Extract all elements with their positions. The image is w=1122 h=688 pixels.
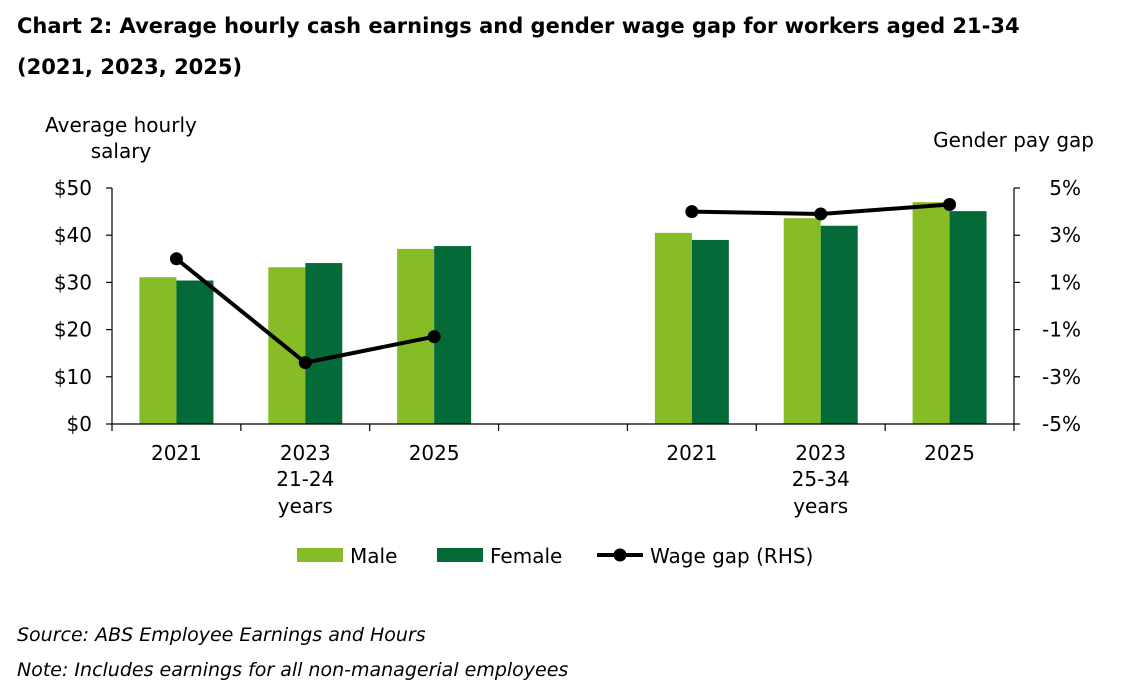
bar-female (176, 280, 214, 424)
legend-marker-wage-gap (613, 548, 627, 562)
legend-label-female: Female (490, 544, 562, 568)
group-label-line1: 21-24 (276, 467, 334, 491)
footnote: Note: Includes earnings for all non-mana… (17, 659, 569, 681)
y2-tick-label: 5% (1049, 176, 1081, 200)
legend-swatch-male (297, 548, 343, 562)
point-wage-gap (943, 198, 957, 212)
x-tick-label: 2023 (280, 441, 331, 465)
x-tick-label: 2023 (795, 441, 846, 465)
y-tick-label: $50 (54, 176, 92, 200)
y2-tick-label: -5% (1042, 412, 1081, 436)
y2-tick-label: 1% (1049, 270, 1081, 294)
legend: Male Female Wage gap (RHS) (297, 544, 813, 568)
legend-label-wage-gap: Wage gap (RHS) (650, 544, 813, 568)
group-label-line1: 25-34 (792, 467, 850, 491)
y2-tick-label: -1% (1042, 318, 1081, 342)
y2-tick-label: -3% (1042, 365, 1081, 389)
y-axis-title-line1: Average hourly (45, 113, 197, 137)
bar-female (949, 211, 987, 424)
legend-item-wage-gap: Wage gap (RHS) (597, 544, 813, 568)
bar-female (305, 263, 343, 424)
group-label-line2: years (793, 494, 848, 518)
y-axis-title-line2: salary (91, 139, 152, 163)
point-wage-gap (169, 252, 183, 266)
chart-title: Chart 2: Average hourly cash earnings an… (17, 14, 1020, 79)
point-wage-gap (814, 207, 828, 221)
y-tick-label: $20 (54, 318, 92, 342)
x-tick-label: 2021 (151, 441, 202, 465)
point-wage-gap (427, 330, 441, 344)
x-tick-label: 2025 (409, 441, 460, 465)
combo-chart: Average hourly salary Gender pay gap $0$… (45, 113, 1094, 568)
bar-female (691, 239, 729, 424)
x-tick-label: 2021 (666, 441, 717, 465)
legend-swatch-female (437, 548, 483, 562)
y-tick-label: $30 (54, 270, 92, 294)
y2-tick-label: 3% (1049, 223, 1081, 247)
point-wage-gap (298, 356, 312, 370)
plot-area: $0 $10 $20 $30 $40 $50 -5% -3% -1% 1% 3% 5% 2021 2023… (54, 176, 1081, 518)
source-note: Source: ABS Employee Earnings and Hours (17, 624, 426, 646)
legend-item-female: Female (437, 544, 562, 568)
legend-item-male: Male (297, 544, 397, 568)
bar-male (912, 202, 950, 424)
point-wage-gap (685, 205, 699, 219)
bar-male (654, 232, 692, 424)
y-tick-label: $10 (54, 365, 92, 389)
bar-female (820, 225, 858, 424)
bar-male (783, 218, 821, 424)
bar-male (139, 277, 177, 424)
y2-axis-title: Gender pay gap (933, 128, 1094, 152)
legend-label-male: Male (350, 544, 397, 568)
y-tick-label: $40 (54, 223, 92, 247)
y-tick-label: $0 (67, 412, 92, 436)
x-tick-label: 2025 (924, 441, 975, 465)
group-label-line2: years (278, 494, 333, 518)
